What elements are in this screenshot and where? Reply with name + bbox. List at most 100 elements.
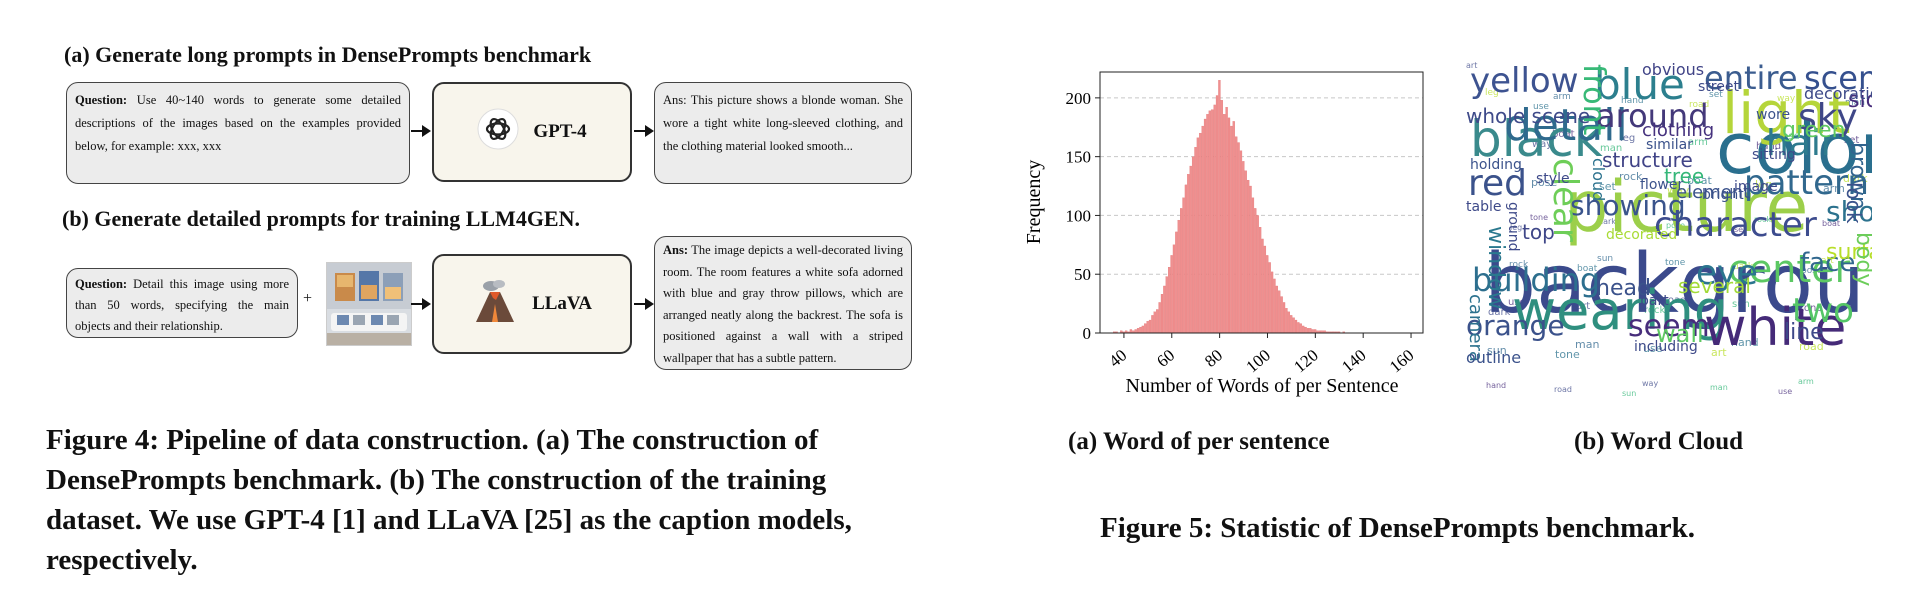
openai-logo-icon [477, 108, 519, 156]
histogram-bar [1182, 197, 1185, 334]
question-text: Use 40~140 words to generate some detail… [75, 93, 401, 153]
x-tick-label: 120 [1290, 346, 1322, 377]
histogram-bar [1170, 255, 1173, 334]
word-cloud-word: cloud [1589, 158, 1608, 202]
histogram-bar [1223, 114, 1226, 334]
word-cloud-word: part [1640, 293, 1669, 309]
word-cloud-word: obvious [1642, 62, 1705, 79]
word-cloud-filler-word: boat [1822, 219, 1841, 228]
word-cloud-word: look [1842, 182, 1866, 224]
word-cloud-filler-word: use [1643, 342, 1663, 355]
plot-frame [1099, 71, 1424, 334]
word-cloud-filler-word: boat [1687, 174, 1712, 187]
histogram-bar [1194, 147, 1197, 334]
word-cloud-word: clothing [1642, 120, 1715, 141]
word-cloud-word: line [1784, 320, 1824, 345]
histogram-bar [1246, 180, 1250, 334]
word-cloud-word: color [1716, 108, 1872, 190]
word-cloud-word: detail [1504, 100, 1628, 151]
y-tick-label: 150 [1066, 148, 1092, 167]
histogram-bar [1177, 219, 1180, 334]
histogram-bar [1268, 262, 1271, 334]
word-cloud-filler-word: man [1710, 383, 1728, 392]
word-cloud-filler-word: art [1711, 346, 1727, 359]
word-cloud-word: including [1634, 339, 1698, 355]
histogram-bar [1196, 137, 1200, 334]
histogram-bar [1156, 309, 1159, 334]
word-cloud-filler-word: tone [1665, 258, 1686, 268]
word-cloud-word: top [1522, 220, 1555, 244]
histogram-bar [1290, 315, 1293, 334]
word-cloud-word: wore [1756, 107, 1791, 123]
word-cloud-filler-word: sun [1487, 344, 1507, 357]
histogram-bar [1294, 319, 1298, 334]
histogram-bar [1163, 285, 1166, 334]
word-cloud-filler-word: set [1844, 135, 1860, 146]
word-cloud-word: tree [1664, 164, 1705, 188]
histogram-bar [1244, 170, 1247, 334]
llava-volcano-logo-icon [472, 278, 518, 330]
histogram-bar [1258, 227, 1262, 334]
histogram-bar [1211, 109, 1214, 334]
word-cloud-word: image [1734, 179, 1778, 195]
word-cloud-word: whole scene [1466, 104, 1591, 128]
word-cloud-filler-word: sun [1622, 389, 1637, 398]
word-cloud-filler-word: rock [1754, 215, 1772, 224]
histogram-bar [1280, 296, 1283, 334]
word-cloud-word: character [1654, 205, 1817, 245]
histogram-bar [1168, 267, 1171, 334]
histogram-bar [1225, 107, 1228, 334]
word-cloud-word: flower [1640, 177, 1684, 193]
word-cloud-word: building [1472, 261, 1601, 299]
histogram-bar [1180, 208, 1183, 334]
histogram-bar [1249, 185, 1252, 334]
figure-5-caption: Figure 5: Statistic of DensePrompts benc… [1100, 512, 1695, 544]
word-cloud-word: outline [1466, 348, 1522, 367]
histogram-bar [1136, 328, 1140, 334]
word-cloud-word: bright [1702, 187, 1744, 203]
histogram-bar [1261, 238, 1264, 334]
word-cloud-filler-word: arm [1823, 182, 1845, 195]
histogram-bar [1232, 121, 1235, 334]
word-cloud-filler-word: art [1466, 62, 1478, 70]
histogram-bar [1254, 208, 1257, 334]
histogram-bar [1139, 326, 1142, 334]
word-cloud-word: around [1596, 97, 1709, 135]
histogram-bar [1273, 278, 1276, 334]
word-cloud-word: sky [1798, 97, 1858, 138]
word-cloud-word: two [1792, 291, 1854, 331]
word-cloud-filler-word: use [1508, 297, 1526, 308]
histogram-bar [1187, 174, 1190, 334]
word-cloud-filler-word: sun [1597, 254, 1614, 264]
word-cloud-word: table [1466, 199, 1502, 215]
word-cloud-filler-word: leg [1620, 133, 1636, 144]
histogram-bar [1165, 276, 1168, 334]
histogram-bar [1220, 100, 1223, 334]
word-cloud-filler-word: hand [1731, 336, 1759, 349]
word-cloud-filler-word: art [1576, 301, 1591, 312]
word-cloud-word: surface [1826, 240, 1872, 265]
word-cloud-word: light [1722, 79, 1851, 147]
word-cloud-word: structure [1602, 148, 1693, 172]
word-cloud-filler-word: dark [1733, 262, 1754, 272]
histogram-bar [1184, 184, 1188, 334]
word-cloud-filler-word: rock [1619, 170, 1643, 183]
histogram-bar [1313, 329, 1317, 334]
histogram-bar [1215, 95, 1219, 334]
word-cloud-word: pattern [1744, 163, 1869, 203]
question-text: Detail this image using more than 50 wor… [75, 277, 289, 333]
histogram-bar [1134, 329, 1137, 334]
word-cloud-filler-word: rock [1644, 305, 1666, 316]
word-cloud-filler-word: set [1734, 225, 1747, 234]
word-cloud-filler-word: art [1821, 256, 1834, 266]
histogram-bar [1306, 328, 1310, 334]
histogram-bar [1302, 325, 1305, 334]
word-cloud-filler-word: tone [1530, 213, 1549, 222]
arrow [411, 298, 431, 310]
histogram-bar [1297, 322, 1300, 334]
histogram-bar [1158, 302, 1161, 334]
word-cloud-filler-word: dark [1598, 217, 1616, 226]
word-cloud-filler-word: hand [1756, 141, 1782, 152]
histogram-bar [1141, 325, 1145, 334]
